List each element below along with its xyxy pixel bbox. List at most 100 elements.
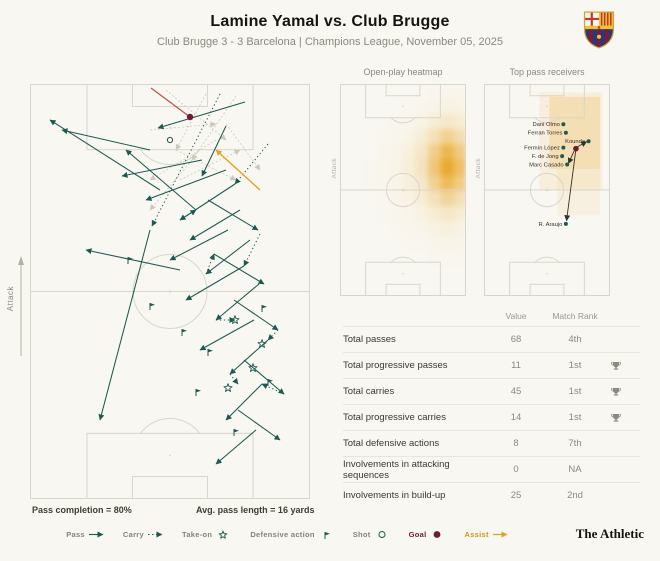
first-rank-trophy-icon <box>611 413 635 423</box>
defensive-action-flag-icon <box>267 379 273 386</box>
context-pass-line <box>175 149 237 181</box>
pass-arrow <box>85 248 181 271</box>
legend: Pass Carry Take-on Defensive action Shot Goal… <box>48 528 532 541</box>
pass-arrow <box>157 101 246 130</box>
legend-item-pass: Pass <box>66 528 110 541</box>
stat-value: 25 <box>510 490 522 501</box>
receiver-label: Kounde <box>565 139 585 145</box>
heatmap-layer <box>390 99 466 236</box>
context-pass-line <box>165 89 227 141</box>
goal-marker-icon <box>186 113 194 121</box>
stat-label: Total passes <box>343 334 396 345</box>
first-rank-trophy-icon <box>611 387 635 397</box>
carry-arrow <box>243 233 261 267</box>
defensive-action-flag-icon <box>127 257 133 264</box>
legend-item-shot: Shot <box>353 528 396 541</box>
legend-item-carry: Carry <box>123 528 169 541</box>
context-pass-line <box>149 139 217 181</box>
event-map-pitch <box>30 84 310 499</box>
goal-shot-line <box>150 87 191 118</box>
defensive-action-flag-icon <box>207 349 213 356</box>
take-on-star-icon <box>257 339 267 348</box>
legend-label: Assist <box>464 530 489 539</box>
stat-value: 11 <box>511 360 521 371</box>
player-origin-dot <box>573 145 579 152</box>
pass-arrow <box>169 229 229 261</box>
receiver-dot <box>563 221 568 226</box>
take-on-star-icon <box>230 315 240 324</box>
shot-circle-icon <box>166 136 174 144</box>
carry-icon <box>148 531 163 538</box>
context-pass-line <box>149 121 217 131</box>
receiver-arrow <box>564 148 577 222</box>
pass-arrow <box>215 429 257 465</box>
legend-label: Take-on <box>182 530 213 539</box>
receiver-dot <box>561 122 566 127</box>
receiver-label: Marc Casado <box>529 162 563 168</box>
stat-rank: 2nd <box>567 490 583 501</box>
receiver-label: Fermín López <box>524 146 560 152</box>
pass-arrow <box>125 149 197 211</box>
defensive-action-flag-icon <box>233 429 239 436</box>
stat-rank: 1st <box>568 386 582 397</box>
first-rank-trophy-icon <box>611 361 635 371</box>
legend-item-defensive: Defensive action <box>250 528 339 541</box>
pass-arrow <box>229 339 269 375</box>
stat-label: Involvements in build-up <box>343 490 446 501</box>
pass-icon <box>88 531 104 538</box>
pass-arrow <box>201 125 227 177</box>
pass-arrow <box>205 239 251 275</box>
table-row: Involvements in attacking sequences 0 NA <box>343 456 640 482</box>
context-pass-line <box>179 149 241 181</box>
carry-arrow <box>234 143 269 185</box>
attack-direction-indicator: Attack <box>6 238 26 360</box>
table-row: Total carries 45 1st <box>343 378 640 404</box>
receiver-label: Dani Olmo <box>532 122 559 128</box>
stats-table: Value Match Rank Total passes 68 4th Total … <box>343 306 640 508</box>
heatmap-pitch <box>340 84 466 296</box>
takeon-icon <box>219 530 228 539</box>
table-row: Involvements in build-up 25 2nd <box>343 482 640 508</box>
defensive-action-flag-icon <box>181 329 187 336</box>
value-column-header: Value <box>505 311 527 321</box>
take-on-star-icon <box>248 363 258 372</box>
receiver-label: R. Araujo <box>539 222 563 228</box>
pass-arrow <box>237 409 281 441</box>
context-pass-line <box>175 93 207 151</box>
stats-table-header: Value Match Rank <box>343 306 640 326</box>
legend-item-goal: Goal <box>409 528 452 541</box>
pass-arrow <box>61 128 151 151</box>
heatmap-attack-label: Attack <box>331 158 338 179</box>
fc-barcelona-crest-icon <box>583 11 615 49</box>
stats-table-body: Total passes 68 4th Total progressive passe… <box>343 326 640 508</box>
attack-arrow-icon <box>18 256 24 356</box>
carry-arrow <box>151 93 221 227</box>
stat-label: Total carries <box>343 386 395 397</box>
table-row: Total passes 68 4th <box>343 326 640 352</box>
receiver-dot <box>561 145 566 150</box>
page-title: Lamine Yamal vs. Club Brugge <box>210 13 450 30</box>
carry-arrow <box>267 329 279 341</box>
stat-rank: 1st <box>568 412 582 423</box>
pass-arrow <box>121 159 203 178</box>
rank-column-header: Match Rank <box>552 311 598 321</box>
stat-rank: 1st <box>568 360 582 371</box>
stat-rank: 7th <box>568 438 582 449</box>
defensive-action-flag-icon <box>195 389 201 396</box>
legend-item-takeon: Take-on <box>182 528 237 541</box>
legend-label: Shot <box>352 530 371 539</box>
stat-value: 45 <box>510 386 522 397</box>
stat-rank: 4th <box>568 334 582 345</box>
heatmap-title: Open-play heatmap <box>363 67 443 77</box>
pass-arrow <box>49 119 161 191</box>
pass-arrow <box>199 319 255 351</box>
table-row: Total progressive carries 14 1st <box>343 404 640 430</box>
stat-value: 0 <box>513 464 519 475</box>
pass-arrow <box>145 169 227 201</box>
carry-arrow <box>261 383 285 395</box>
pass-arrow <box>189 209 241 241</box>
legend-label: Defensive action <box>250 530 315 539</box>
stat-rank: NA <box>568 464 582 475</box>
